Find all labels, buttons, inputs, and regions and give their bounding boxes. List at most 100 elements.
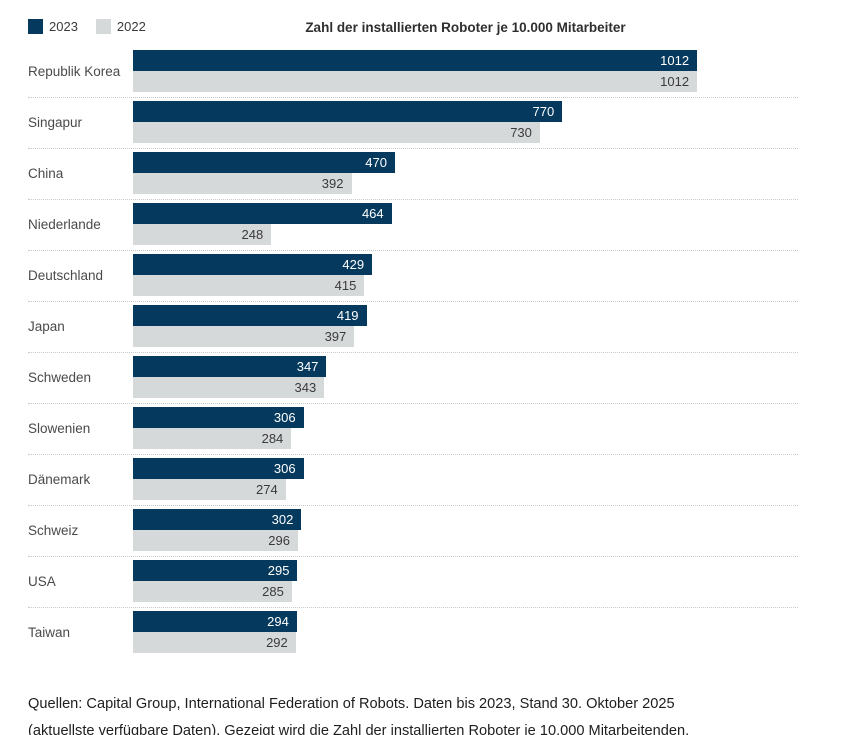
row-separator [28,352,798,353]
country-label: Japan [28,318,65,334]
bar-2022: 274 [133,479,286,500]
bar-2023: 464 [133,203,392,224]
bar-2022: 1012 [133,71,698,92]
chart-row-main: Niederlande 464 248 [28,203,798,245]
chart-row-main: Japan 419 397 [28,305,798,347]
chart-row-main: Schweden 347 343 [28,356,798,398]
legend: 2023 2022 [28,19,146,34]
source-footnote: Quellen: Capital Group, International Fe… [28,691,823,735]
bar-2023: 294 [133,611,297,632]
bar-value-label: 296 [268,533,290,548]
chart-row-main: China 470 392 [28,152,798,194]
country-label: Schweden [28,369,92,385]
bar-2023: 470 [133,152,395,173]
chart-rows: Republik Korea 1012 1012 Singapur 770 730 Chin… [28,50,798,662]
chart-row-main: USA 295 285 [28,560,798,602]
legend-swatch-2022 [95,19,111,34]
chart-header: 2023 2022 Zahl der installierten Roboter… [0,0,843,50]
bar-pair: 306 284 [133,407,798,449]
bar-2022: 292 [133,632,296,653]
row-separator [28,505,798,506]
country-label: Schweiz [28,522,79,538]
bar-value-label: 770 [532,104,555,119]
bar-value-label: 285 [262,584,284,599]
bar-value-label: 429 [342,257,365,272]
bar-pair: 470 392 [133,152,798,194]
country-label: Republik Korea [28,63,121,79]
chart-row: China 470 392 [28,152,798,203]
legend-label-2023: 2023 [49,19,78,34]
bar-2023: 429 [133,254,373,275]
chart-row: Singapur 770 730 [28,101,798,152]
row-separator [28,454,798,455]
chart-row-main: Dänemark 306 274 [28,458,798,500]
bar-value-label: 464 [361,206,384,221]
chart-row: Republik Korea 1012 1012 [28,50,798,101]
bar-2022: 296 [133,530,298,551]
bar-2022: 248 [133,224,272,245]
bar-value-label: 1012 [660,53,690,68]
bar-value-label: 294 [267,614,289,629]
legend-item-2023: 2023 [28,19,78,34]
bar-2023: 770 [133,101,563,122]
bar-2023: 306 [133,407,304,428]
bar-pair: 295 285 [133,560,798,602]
row-separator [28,556,798,557]
bar-value-label: 295 [267,563,290,578]
country-label: Dänemark [28,471,91,487]
bar-pair: 306 274 [133,458,798,500]
bar-value-label: 343 [294,380,317,395]
bar-pair: 464 248 [133,203,798,245]
country-label: Niederlande [28,216,101,232]
bar-value-label: 392 [321,176,344,191]
chart-row: Deutschland 429 415 [28,254,798,305]
bar-value-label: 306 [273,410,296,425]
chart-row: Schweiz 302 296 [28,509,798,560]
row-separator [28,301,798,302]
country-label: Taiwan [28,624,71,640]
bar-value-label: 470 [365,155,387,170]
bar-value-label: 274 [256,482,278,497]
chart-row: Dänemark 306 274 [28,458,798,509]
bar-value-label: 306 [273,461,296,476]
chart-row: Niederlande 464 248 [28,203,798,254]
bar-2023: 302 [133,509,302,530]
row-separator [28,250,798,251]
chart-row: Japan 419 397 [28,305,798,356]
chart-row-main: Schweiz 302 296 [28,509,798,551]
chart-row-main: Singapur 770 730 [28,101,798,143]
bar-pair: 347 343 [133,356,798,398]
bar-pair: 302 296 [133,509,798,551]
bar-value-label: 248 [241,227,264,242]
chart-row-main: Slowenien 306 284 [28,407,798,449]
country-label: Deutschland [28,267,104,283]
bar-pair: 294 292 [133,611,798,653]
chart-row: Taiwan 294 292 [28,611,798,662]
bar-2023: 419 [133,305,367,326]
bar-2022: 343 [133,377,325,398]
bar-2022: 415 [133,275,365,296]
chart-row-main: Republik Korea 1012 1012 [28,50,798,92]
bar-2022: 730 [133,122,540,143]
chart-title: Zahl der installierten Roboter je 10.000… [305,20,626,35]
bar-value-label: 730 [510,125,532,140]
bar-2023: 347 [133,356,327,377]
bar-2022: 284 [133,428,292,449]
row-separator [28,403,798,404]
bar-value-label: 347 [296,359,319,374]
country-label: China [28,165,64,181]
row-separator [28,199,798,200]
chart-row-main: Deutschland 429 415 [28,254,798,296]
bar-value-label: 284 [261,431,284,446]
legend-label-2022: 2022 [116,19,146,34]
chart-row-main: Taiwan 294 292 [28,611,798,653]
bar-2023: 306 [133,458,304,479]
country-label: Slowenien [28,420,91,436]
bar-value-label: 292 [266,635,288,650]
bar-pair: 429 415 [133,254,798,296]
bar-2022: 392 [133,173,352,194]
bar-value-label: 1012 [660,74,690,89]
bar-value-label: 415 [334,278,357,293]
bar-pair: 770 730 [133,101,798,143]
